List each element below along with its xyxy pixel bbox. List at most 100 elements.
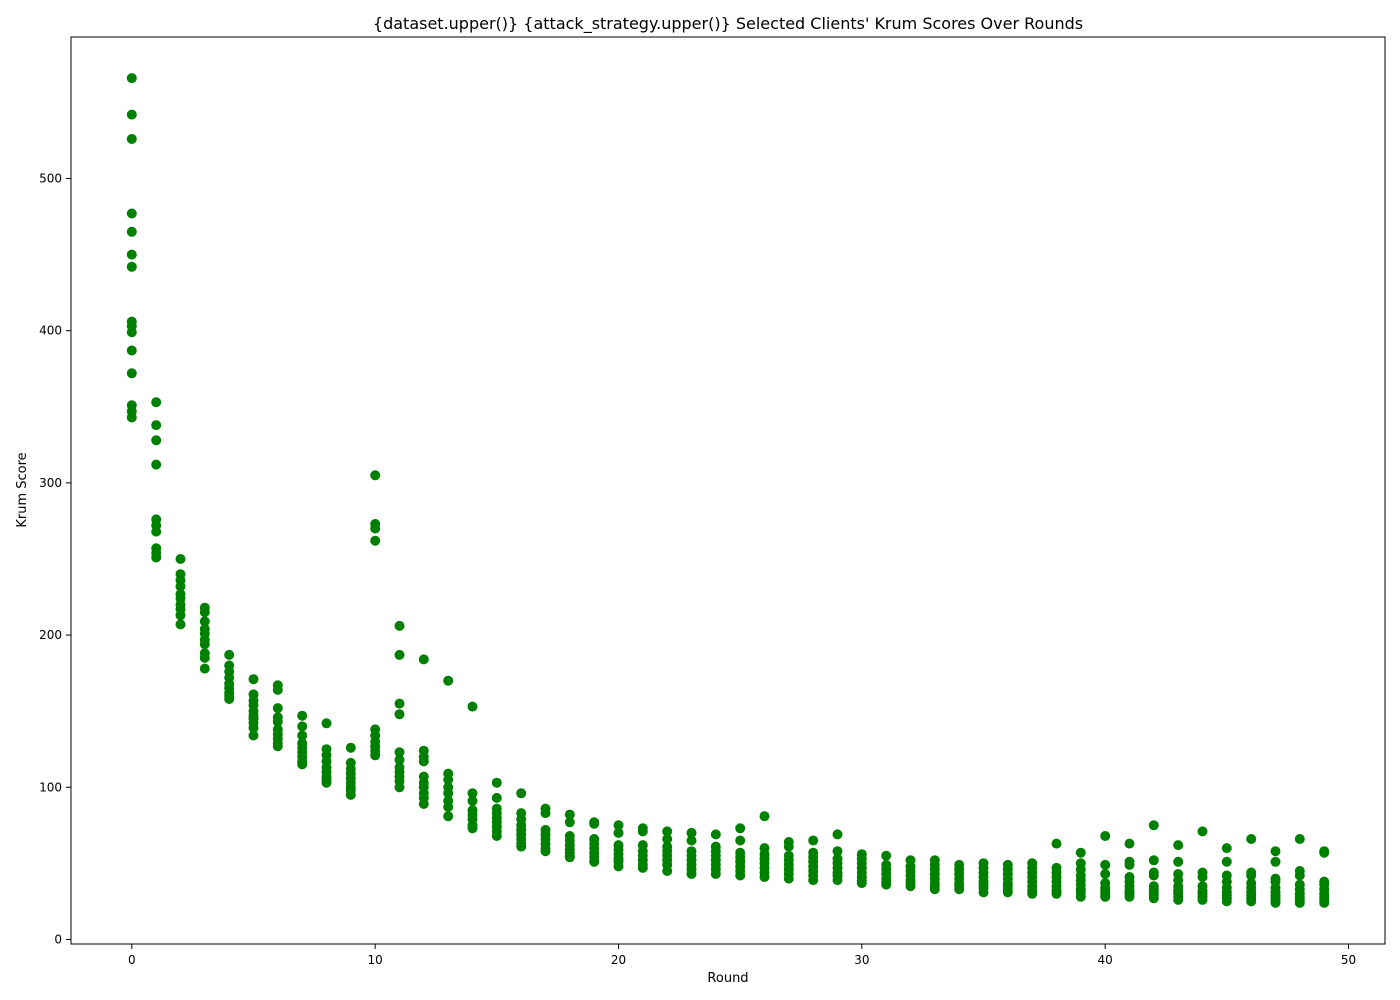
data-point: [394, 782, 405, 793]
data-point: [272, 703, 283, 714]
data-point: [443, 774, 454, 785]
data-point: [1148, 820, 1159, 831]
data-point: [126, 208, 137, 219]
data-point: [564, 809, 575, 820]
data-point: [394, 754, 405, 765]
data-point: [1100, 859, 1111, 870]
data-point: [516, 788, 527, 799]
data-point: [564, 817, 575, 828]
data-point: [321, 777, 332, 788]
data-point: [832, 829, 843, 840]
data-point: [370, 750, 381, 761]
data-point: [686, 827, 697, 838]
data-point: [199, 616, 210, 627]
data-point: [491, 792, 502, 803]
data-point: [175, 554, 186, 564]
data-point: [808, 835, 819, 846]
data-point: [589, 856, 600, 867]
data-point: [540, 846, 551, 857]
data-point: [564, 852, 575, 863]
data-point: [856, 878, 867, 889]
data-point: [1075, 847, 1086, 858]
data-point: [224, 694, 235, 704]
data-point: [1124, 859, 1135, 870]
data-point: [175, 581, 186, 592]
data-point: [832, 846, 843, 857]
data-point: [1270, 846, 1281, 857]
data-point: [321, 718, 332, 729]
data-point: [1100, 831, 1111, 841]
data-point: [199, 639, 210, 650]
data-point: [516, 841, 527, 852]
y-tick-label: 400: [39, 324, 62, 338]
y-tick-label: 300: [39, 476, 62, 490]
data-point: [783, 841, 794, 852]
data-point: [735, 835, 746, 846]
x-tick-label: 10: [368, 953, 383, 967]
data-point: [467, 788, 478, 799]
y-tick-label: 500: [39, 172, 62, 186]
data-point: [126, 109, 137, 120]
data-point: [126, 73, 137, 84]
data-point: [248, 730, 259, 741]
data-point: [978, 887, 989, 898]
data-point: [224, 649, 235, 660]
data-point: [735, 870, 746, 881]
data-point: [394, 709, 405, 720]
data-point: [905, 881, 916, 892]
data-point: [637, 862, 648, 873]
data-point: [443, 675, 454, 686]
data-point: [491, 831, 502, 841]
data-point: [1148, 893, 1159, 904]
data-point: [759, 811, 770, 822]
data-point: [199, 652, 210, 663]
y-axis-label: Krum Score: [15, 452, 30, 527]
data-point: [1027, 888, 1038, 899]
data-point: [662, 834, 673, 844]
data-point: [613, 820, 624, 831]
data-point: [686, 835, 697, 846]
data-point: [710, 829, 721, 840]
data-point: [126, 226, 137, 237]
data-point: [783, 873, 794, 884]
data-point: [126, 368, 137, 379]
data-point: [929, 884, 940, 895]
data-point: [370, 470, 381, 481]
data-point: [272, 684, 283, 695]
data-point: [954, 884, 965, 895]
data-point: [467, 823, 478, 834]
data-point: [1294, 897, 1305, 908]
data-point: [1221, 896, 1232, 907]
data-point: [394, 649, 405, 660]
data-point: [1002, 887, 1013, 898]
data-point: [1148, 870, 1159, 881]
x-tick-label: 30: [854, 953, 869, 967]
data-point: [370, 535, 381, 546]
data-point: [272, 716, 283, 727]
data-points: [126, 73, 1330, 908]
data-point: [1051, 888, 1062, 899]
data-point: [637, 826, 648, 837]
data-point: [1173, 894, 1184, 905]
data-point: [345, 789, 356, 800]
data-point: [881, 879, 892, 890]
data-point: [126, 134, 137, 144]
data-point: [1173, 856, 1184, 867]
data-point: [1148, 855, 1159, 866]
data-point: [394, 620, 405, 631]
data-point: [1319, 897, 1330, 908]
data-point: [1197, 826, 1208, 837]
y-tick-label: 200: [39, 628, 62, 642]
data-point: [1197, 894, 1208, 905]
x-tick-label: 40: [1098, 953, 1113, 967]
data-point: [126, 249, 137, 260]
data-point: [467, 795, 478, 806]
data-point: [467, 701, 478, 712]
data-point: [1173, 840, 1184, 851]
data-point: [126, 412, 137, 423]
data-point: [151, 459, 162, 470]
data-point: [394, 698, 405, 709]
data-point: [1246, 896, 1257, 907]
data-point: [126, 345, 137, 356]
